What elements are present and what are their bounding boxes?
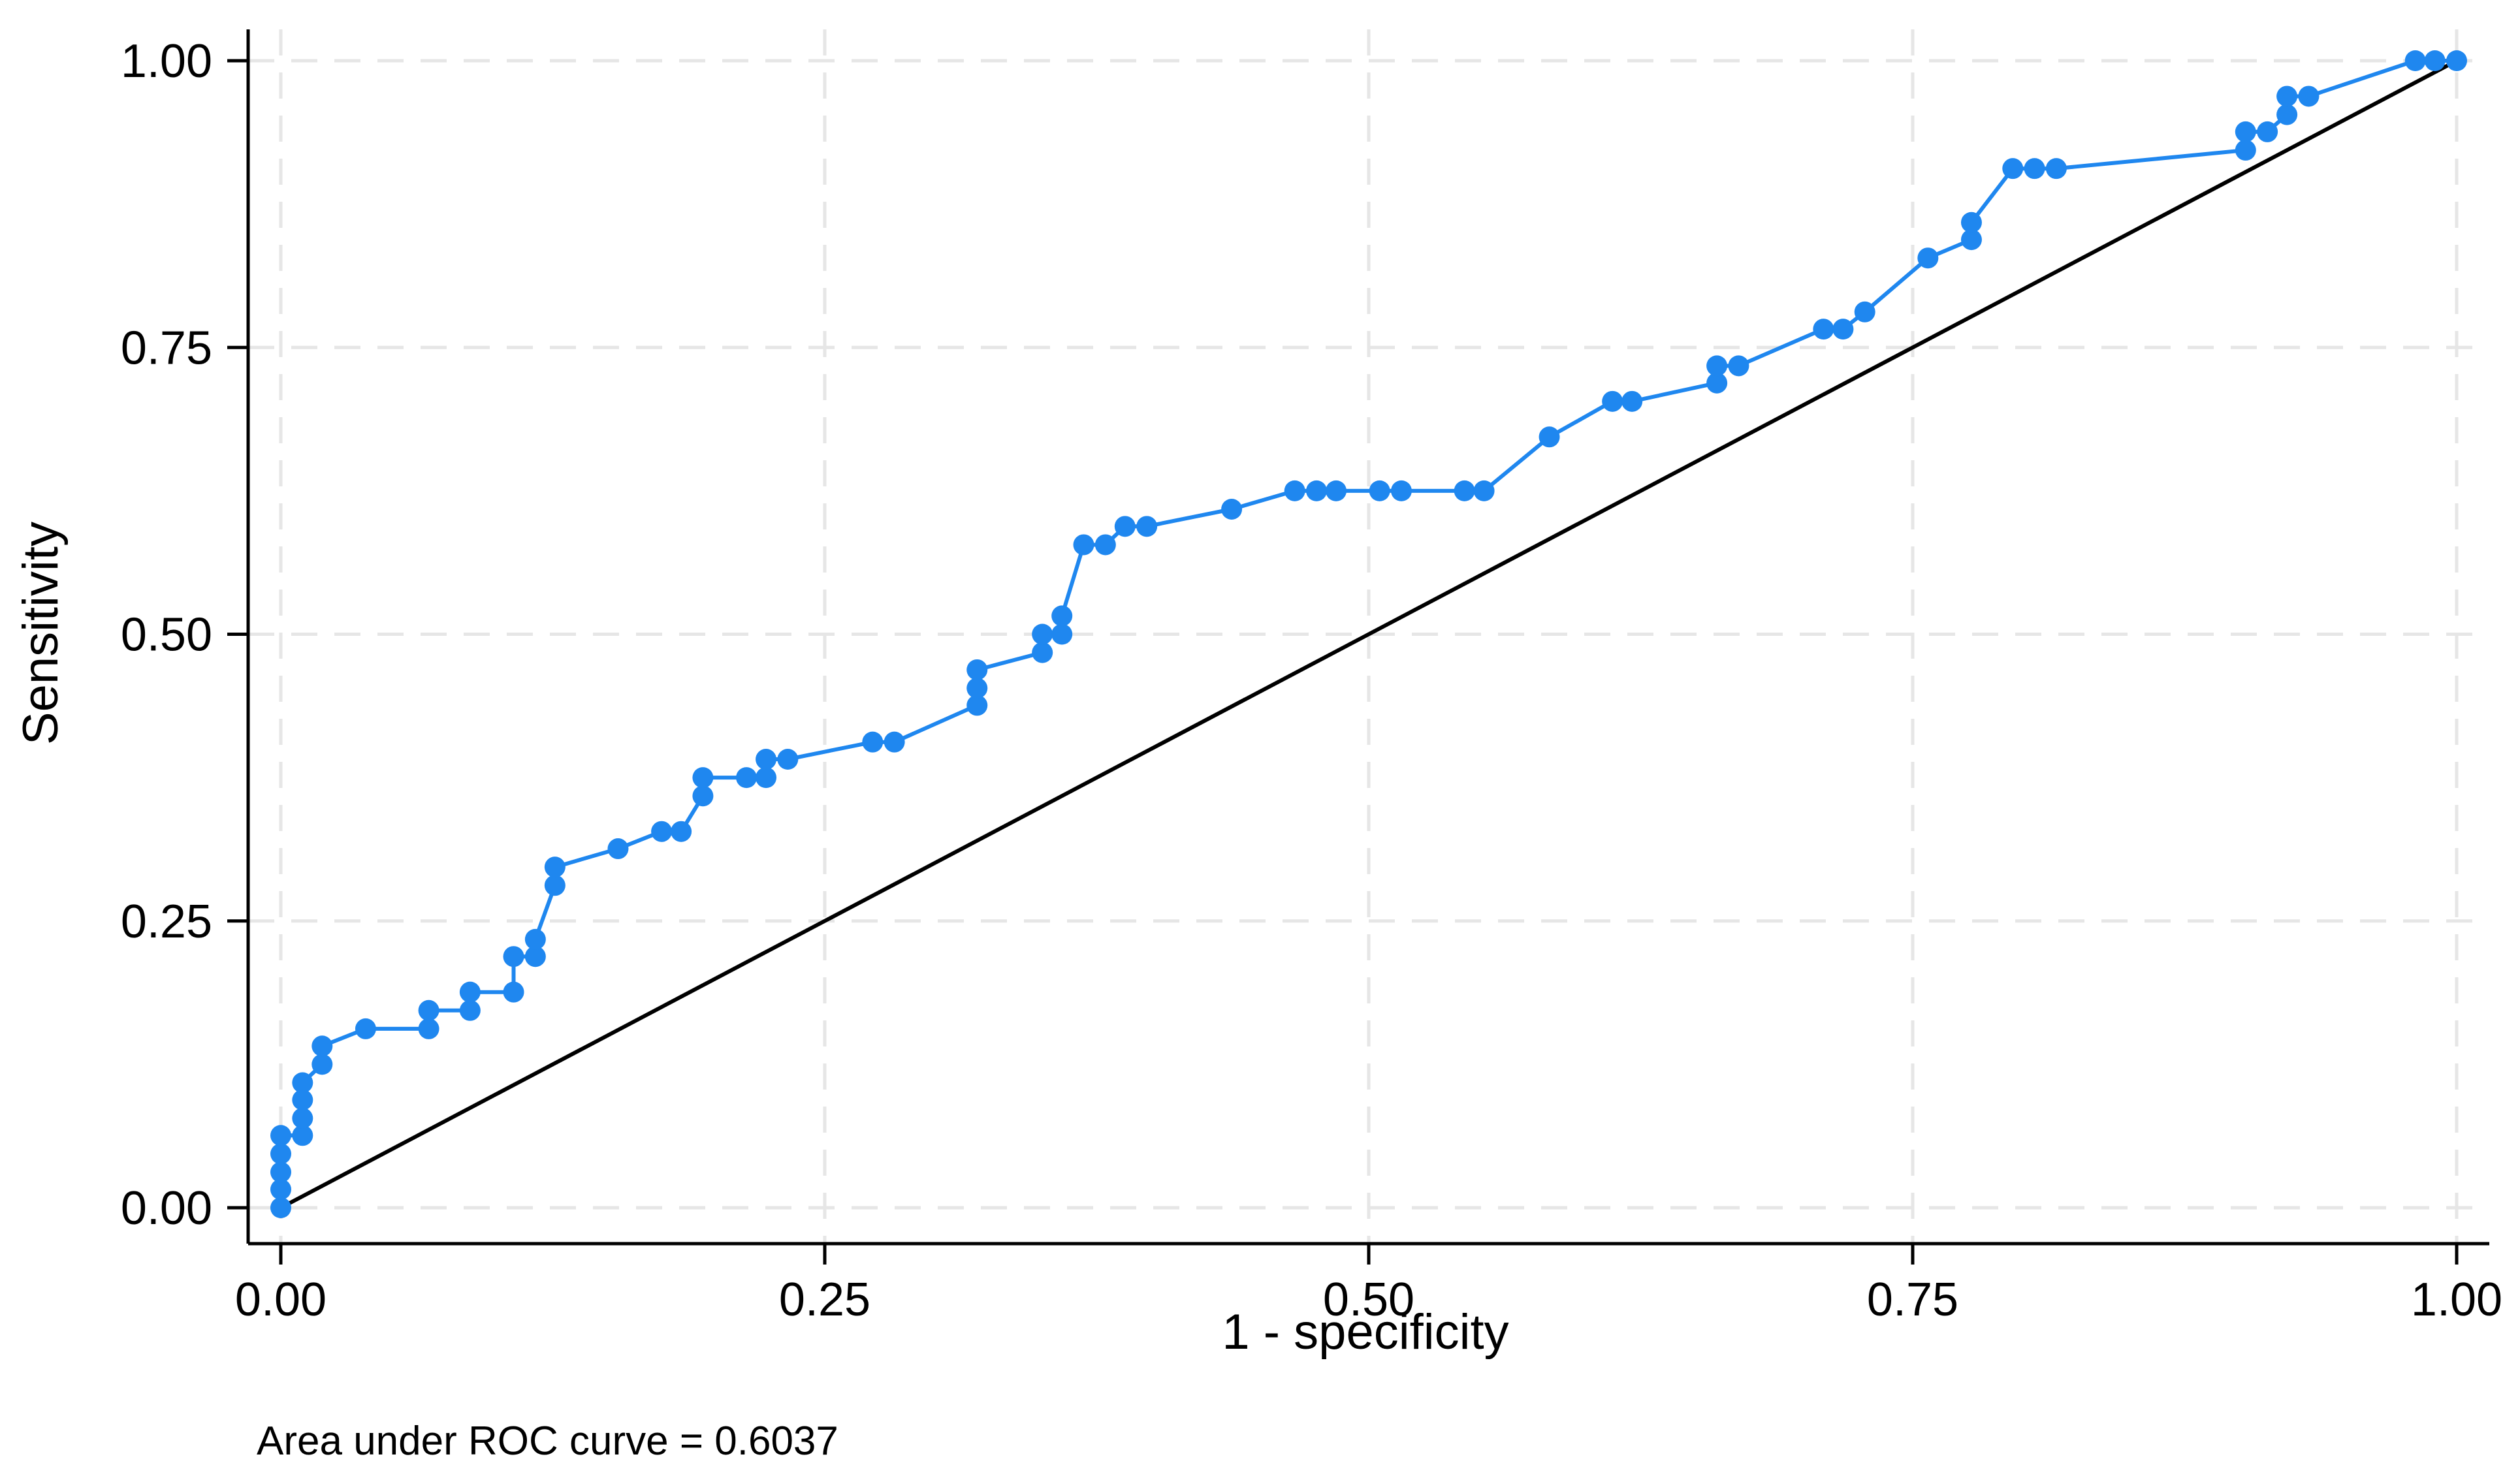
y-tick-label: 0.25 (121, 896, 212, 948)
roc-point (503, 981, 524, 1003)
roc-point (1136, 516, 1158, 537)
roc-point (2235, 140, 2256, 161)
roc-point (524, 946, 546, 967)
roc-point (1390, 480, 1412, 501)
roc-point (651, 821, 673, 842)
y-tick-label: 1.00 (121, 35, 212, 87)
roc-point (2424, 50, 2446, 71)
y-tick-label: 0.75 (121, 322, 212, 374)
roc-point (311, 1035, 333, 1057)
roc-point (756, 749, 777, 770)
roc-point (524, 928, 546, 950)
roc-point (671, 821, 692, 842)
reference-line (279, 59, 2458, 1210)
y-tick-label: 0.50 (121, 609, 212, 661)
roc-point (1369, 480, 1390, 501)
roc-point (544, 875, 566, 896)
x-tick-label: 0.00 (235, 1274, 327, 1326)
roc-point (1706, 372, 1728, 394)
roc-point (418, 999, 439, 1021)
roc-point (1539, 426, 1560, 448)
roc-point (2045, 158, 2067, 180)
roc-point (692, 767, 714, 789)
roc-point (270, 1197, 291, 1218)
roc-point (1073, 534, 1094, 556)
roc-points-group (270, 50, 2467, 1218)
roc-point (355, 1018, 376, 1039)
roc-point (2002, 158, 2024, 180)
roc-point (2404, 50, 2426, 71)
roc-point (1306, 480, 1328, 501)
y-tick-label: 0.00 (121, 1182, 212, 1234)
roc-point (270, 1125, 291, 1146)
roc-point (2446, 50, 2467, 71)
roc-point (270, 1161, 291, 1183)
roc-point (1284, 480, 1305, 501)
y-axis-title: Sensitivity (13, 522, 69, 745)
roc-point (1621, 390, 1643, 412)
roc-point (1326, 480, 1347, 501)
roc-point (692, 785, 714, 807)
roc-point (1051, 605, 1073, 627)
roc-point (270, 1143, 291, 1165)
roc-point (292, 1072, 313, 1093)
roc-point (418, 1018, 439, 1039)
labels: 1 - specificity Sensitivity Area under R… (13, 522, 1509, 1464)
roc-point (2298, 86, 2320, 107)
roc-point (2276, 86, 2298, 107)
roc-point (1602, 390, 1623, 412)
roc-point (777, 749, 799, 770)
roc-point (756, 767, 777, 789)
gridlines (248, 29, 2489, 1244)
axes: 0.00 0.25 0.50 0.75 1.00 0.00 0.25 0.50 0.75 1.00 (121, 29, 2502, 1326)
roc-point (311, 1054, 333, 1075)
roc-point (862, 731, 884, 753)
roc-point (1813, 319, 1834, 340)
x-tick-label: 0.50 (1323, 1274, 1414, 1326)
roc-point (966, 678, 988, 699)
roc-point (1473, 480, 1495, 501)
reference-line-group (279, 59, 2458, 1210)
roc-point (2257, 121, 2278, 142)
roc-point (459, 981, 481, 1003)
roc-point (1051, 623, 1073, 645)
roc-point (1454, 480, 1475, 501)
roc-point (544, 857, 566, 878)
roc-point (503, 946, 524, 967)
roc-point (1221, 498, 1243, 520)
roc-point (1094, 534, 1116, 556)
roc-point (292, 1125, 313, 1146)
auc-note: Area under ROC curve = 0.6037 (257, 1419, 838, 1464)
roc-point (1832, 319, 1854, 340)
roc-point (1114, 516, 1136, 537)
roc-point (459, 999, 481, 1021)
roc-point (1960, 212, 1982, 233)
roc-point (2024, 158, 2045, 180)
roc-point (2235, 121, 2256, 142)
roc-point (2276, 104, 2298, 125)
roc-point (736, 767, 758, 789)
roc-point (292, 1107, 313, 1129)
x-tick-label: 1.00 (2411, 1274, 2502, 1326)
x-tick-label: 0.25 (779, 1274, 870, 1326)
x-tick-label: 0.75 (1867, 1274, 1958, 1326)
roc-point (607, 838, 629, 860)
roc-point (966, 659, 988, 680)
roc-point (1854, 301, 1875, 322)
roc-point (966, 695, 988, 716)
roc-point (1728, 355, 1749, 377)
x-axis-title: 1 - specificity (1222, 1304, 1508, 1360)
roc-point (1032, 642, 1053, 663)
roc-point (292, 1089, 313, 1110)
roc-point (884, 731, 905, 753)
roc-point (1706, 355, 1728, 377)
roc-point (1917, 247, 1939, 269)
roc-point (1032, 623, 1053, 645)
roc-point (1960, 229, 1982, 251)
roc-point (270, 1178, 291, 1200)
